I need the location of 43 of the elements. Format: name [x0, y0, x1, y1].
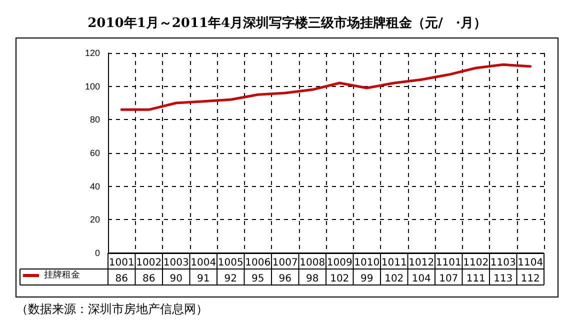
chart-title: 2010年1月～2011年4月深圳写字楼三级市场挂牌租金（元/ ·月）: [88, 15, 486, 31]
x-tick-label: 1009: [326, 258, 352, 268]
data-label: 91: [197, 274, 210, 284]
y-tick-label: 120: [84, 48, 100, 58]
x-tick-label: 1102: [463, 258, 489, 268]
legend-label: 挂牌租金: [44, 270, 80, 280]
data-label: 86: [142, 274, 156, 284]
data-label: 107: [439, 274, 458, 284]
x-tick-label: 1007: [272, 258, 298, 268]
x-tick-label: 1001: [108, 258, 134, 268]
x-tick-label: 1003: [163, 258, 189, 268]
y-tick-label: 20: [90, 214, 100, 225]
y-tick-label: 80: [90, 114, 100, 125]
text: （数据来源：深圳市房地产信息网）: [16, 302, 208, 316]
x-tick-label: 1002: [136, 258, 162, 268]
y-tick-label: 0: [94, 248, 100, 258]
y-tick-label: 40: [90, 181, 100, 192]
data-label: 90: [170, 274, 182, 284]
data-label: 102: [330, 274, 350, 284]
line-series: [120, 63, 532, 111]
x-tick-label: 1010: [354, 258, 380, 268]
x-tick-label: 1008: [300, 258, 326, 268]
data-label: 104: [412, 274, 431, 284]
data-label: 112: [520, 274, 540, 284]
x-tick-label: 1005: [218, 258, 244, 268]
y-tick-label: 60: [90, 148, 100, 158]
x-tick-label: 1104: [518, 258, 544, 268]
y-tick-label: 100: [84, 81, 100, 92]
data-label: 113: [494, 274, 513, 284]
data-label: 92: [224, 274, 237, 284]
x-tick-label: 1011: [381, 258, 407, 268]
x-tick-label: 1101: [436, 258, 462, 268]
data-label: 95: [252, 274, 264, 284]
data-label: 102: [384, 274, 404, 284]
x-tick-label: 1006: [245, 258, 271, 268]
x-tick-label: 1004: [190, 258, 216, 268]
data-label: 99: [360, 274, 374, 284]
x-tick-label: 1012: [408, 258, 434, 268]
x-tick-label: 1103: [490, 258, 516, 268]
data-label: 86: [115, 274, 128, 284]
data-label: 98: [306, 274, 319, 284]
data-label: 96: [278, 274, 292, 284]
data-label: 111: [466, 274, 486, 284]
